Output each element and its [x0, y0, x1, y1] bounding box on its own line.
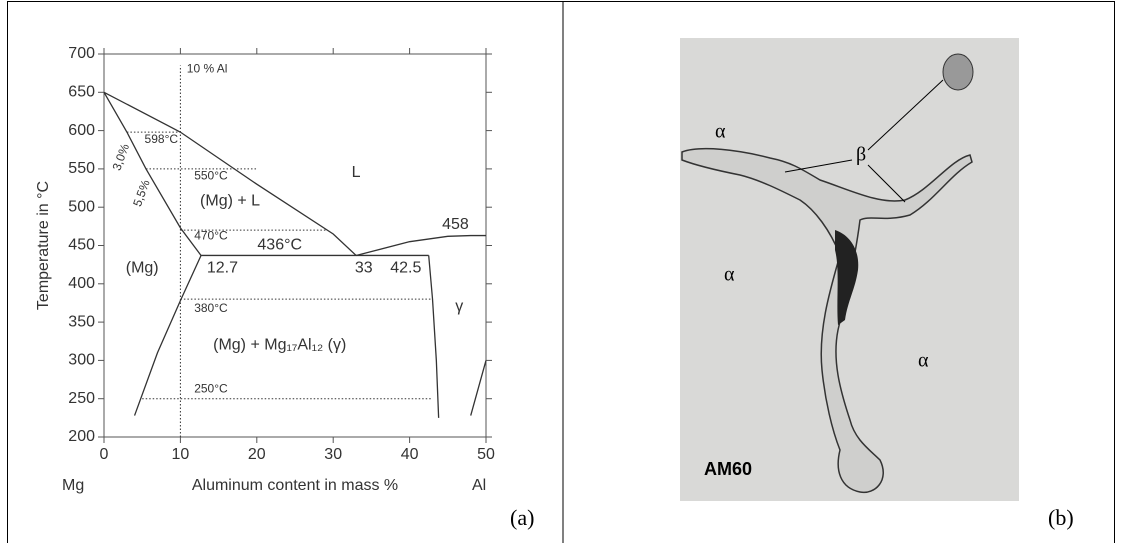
alpha-label: α: [715, 121, 726, 143]
annotation: 12.7: [207, 260, 238, 277]
annotation: 550°C: [194, 169, 228, 183]
phase-boundary: [470, 360, 487, 416]
annotation: L: [352, 164, 361, 181]
phase-boundary: [133, 255, 202, 416]
alpha-label: α: [724, 264, 735, 286]
x-end-label: Mg: [62, 477, 84, 494]
annotation: (Mg) + Mg₁₇Al₁₂ (γ): [213, 336, 346, 353]
annotation: 5,5%: [130, 178, 153, 209]
x-tick-label: 30: [324, 446, 342, 463]
y-axis-label: Temperature in °C: [35, 181, 52, 310]
table-border: [7, 1, 1115, 543]
phase-diagram: 200 250 300 350 400 450 500 550 600 650 700 0 10 20 30…: [35, 45, 495, 494]
x-tick-label: 50: [477, 446, 495, 463]
y-tick-label: 650: [68, 84, 95, 101]
pointer: [784, 159, 853, 173]
particle: [942, 53, 974, 91]
eutectic: [835, 230, 859, 325]
pointer: [867, 164, 906, 203]
annotation: 33: [355, 260, 373, 277]
beta-label: β: [856, 144, 866, 166]
annotation: 42.5: [390, 260, 421, 277]
x-end-label: Al: [472, 477, 486, 494]
y-tick-label: 400: [68, 275, 95, 292]
x-tick-label: 10: [172, 446, 190, 463]
phase-boundary: [355, 234, 486, 257]
annotation: (Mg): [126, 260, 159, 277]
x-axis-label: Aluminum content in mass %: [192, 477, 398, 494]
y-tick-label: 200: [68, 428, 95, 445]
x-tick-label: 0: [100, 446, 109, 463]
annotation: (Mg) + L: [200, 192, 260, 209]
panel-label: (a): [510, 505, 534, 530]
annotation: 380°C: [194, 301, 228, 315]
annotation: 458: [442, 216, 469, 233]
y-tick-label: 300: [68, 352, 95, 369]
y-tick-label: 550: [68, 160, 95, 177]
annotation: 436°C: [257, 237, 302, 254]
beta-phase: [681, 147, 973, 494]
y-tick-label: 250: [68, 390, 95, 407]
annotation: γ: [455, 298, 463, 315]
annotation: 470°C: [194, 228, 228, 242]
y-tick-label: 500: [68, 198, 95, 215]
phase-boundary: [103, 91, 202, 256]
annotation: 10 % Al: [187, 61, 228, 75]
alloy-label: AM60: [704, 459, 752, 479]
y-tick-label: 600: [68, 122, 95, 139]
y-tick-label: 350: [68, 313, 95, 330]
annotation: 250°C: [194, 382, 228, 396]
phase-boundary: [428, 255, 440, 418]
phase-boundary: [103, 91, 357, 256]
micrograph: α α α β AM60: [680, 38, 1019, 501]
pointer: [867, 79, 944, 151]
annotation: 3,0%: [110, 142, 133, 173]
panel-label: (b): [1048, 505, 1074, 530]
y-tick-label: 700: [68, 45, 95, 62]
alpha-label: α: [918, 350, 929, 372]
annotation: 598°C: [145, 132, 179, 146]
x-tick-label: 20: [248, 446, 266, 463]
x-tick-label: 40: [401, 446, 419, 463]
y-tick-label: 450: [68, 237, 95, 254]
